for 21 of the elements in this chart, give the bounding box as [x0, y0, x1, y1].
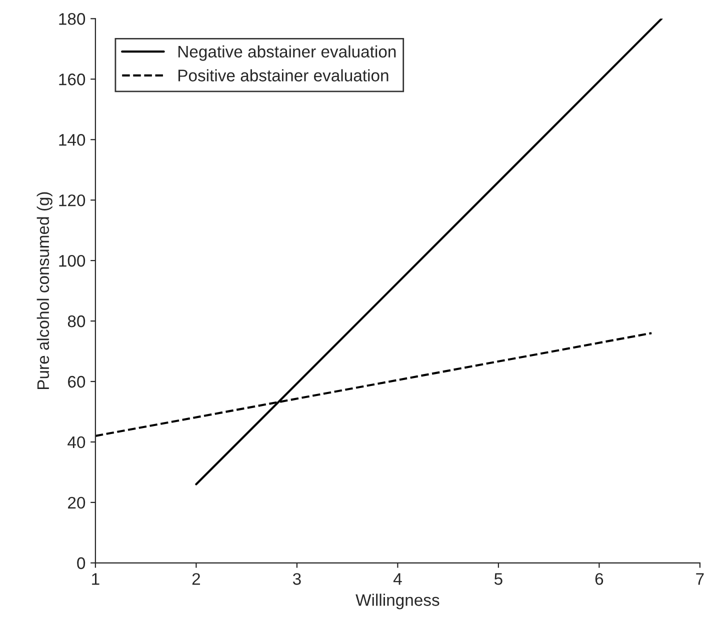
y-tick-label: 20 — [68, 496, 86, 509]
legend-label: Negative abstainer evaluation — [178, 45, 396, 61]
y-tick-label: 120 — [59, 194, 86, 206]
x-tick-label: 7 — [696, 573, 704, 585]
y-tick-label: 60 — [68, 376, 86, 388]
y-axis-title: Pure alcohol consumed (g) — [36, 192, 52, 389]
x-tick-label: 2 — [192, 573, 200, 585]
legend-label: Positive abstainer evaluation — [178, 69, 388, 82]
y-tick-label: 160 — [59, 74, 86, 86]
y-tick-label: 180 — [59, 13, 86, 25]
y-tick-label: 80 — [68, 315, 86, 328]
x-tick-label: 6 — [595, 573, 604, 585]
x-tick-label: 4 — [393, 573, 402, 585]
y-tick-label: 100 — [59, 254, 86, 267]
x-tick-label: 5 — [494, 573, 502, 585]
x-tick-label: 1 — [92, 573, 100, 585]
x-axis-title: Willingness — [356, 594, 440, 610]
y-tick-label: 140 — [59, 134, 86, 146]
y-tick-label: 40 — [68, 436, 86, 448]
x-tick-label: 3 — [292, 573, 301, 585]
y-tick-label: 0 — [77, 557, 86, 570]
